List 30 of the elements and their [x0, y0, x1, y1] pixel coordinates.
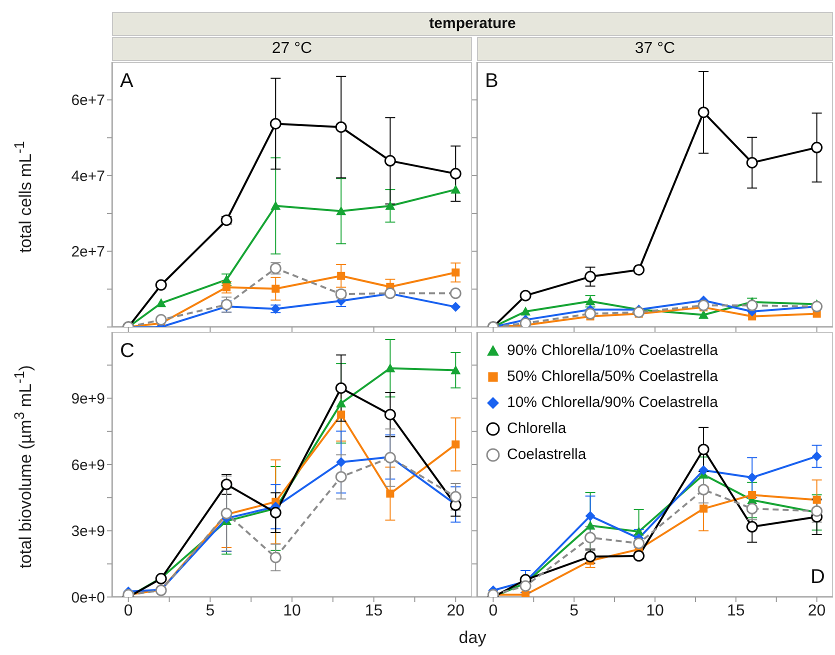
- x-tick-label: 15: [364, 602, 383, 620]
- x-axis-title: day: [458, 628, 488, 648]
- y-tick-label: 4e+7: [71, 168, 105, 185]
- annotation: A: [120, 70, 134, 93]
- y-tick-label: 3e+9: [71, 523, 105, 540]
- legend-label: Coelastrella: [507, 445, 586, 465]
- legend-label: 10% Chlorella/90% Coelastrella: [507, 393, 718, 413]
- chart-title: temperature: [112, 12, 833, 36]
- chart-subtitle: 37 °C: [477, 37, 833, 61]
- y-tick-label: 6e+7: [71, 92, 105, 110]
- x-tick-label: 20: [808, 602, 826, 620]
- legend-label: Chlorella: [507, 419, 566, 439]
- legend-label: 50% Chlorella/50% Coelastrella: [507, 367, 718, 387]
- x-tick-label: 10: [646, 602, 664, 620]
- y-tick-label: 9e+9: [71, 390, 105, 408]
- y-tick-label: 6e+9: [71, 456, 105, 474]
- annotation: B: [485, 70, 498, 93]
- x-tick-label: 0: [488, 602, 498, 620]
- x-tick-label: 0: [124, 602, 133, 620]
- x-tick-label: 15: [727, 602, 745, 620]
- y-tick-label: 2e+7: [71, 244, 105, 261]
- x-tick-label: 5: [206, 602, 215, 620]
- x-tick-label: 10: [283, 602, 301, 620]
- chart-subtitle: 27 °C: [112, 37, 472, 61]
- y-tick-label: 0e+0: [71, 589, 105, 606]
- legend-label: 90% Chlorella/10% Coelastrella: [507, 341, 718, 361]
- x-tick-label: 5: [570, 602, 579, 620]
- x-tick-label: 20: [446, 602, 465, 620]
- annotation: C: [120, 340, 134, 363]
- annotation: D: [810, 566, 825, 589]
